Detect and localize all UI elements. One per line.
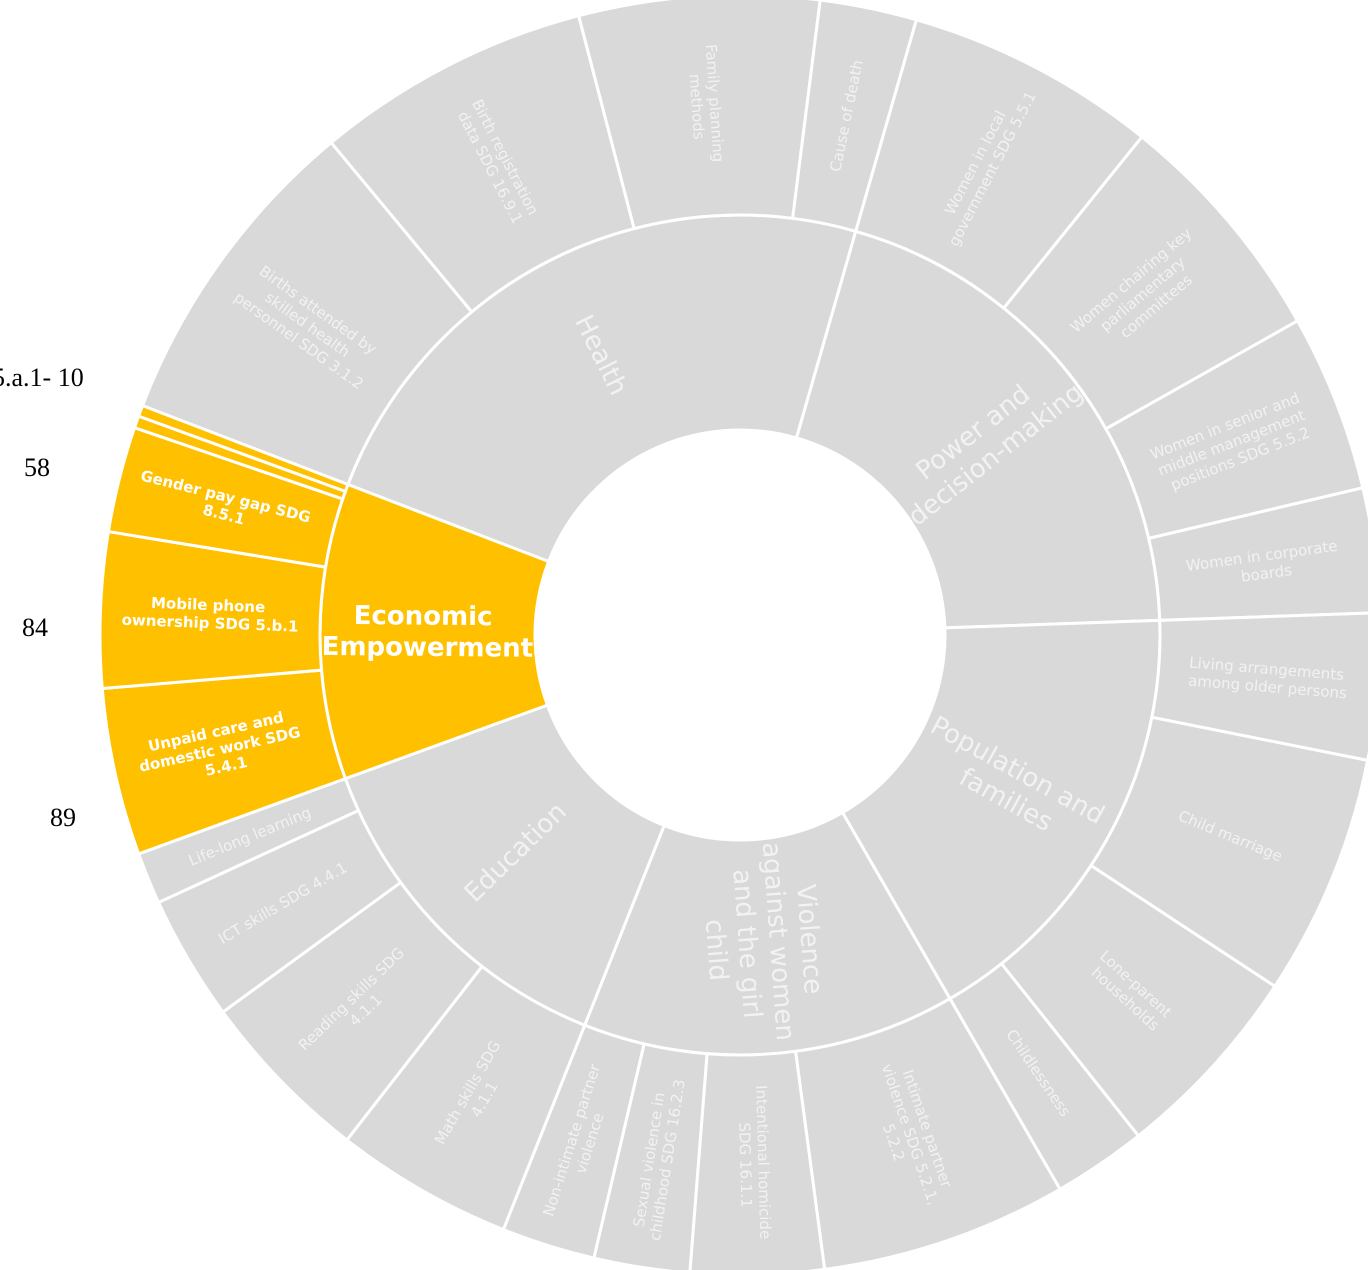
annotation: 58 <box>24 453 50 482</box>
indicator-segment <box>136 403 350 494</box>
annotation: 89 <box>50 803 76 832</box>
segment-label: Economic Empowerment <box>322 600 534 663</box>
annotation: 84 <box>22 613 48 642</box>
annotation: 5.a.1- 10 <box>0 363 84 392</box>
segment-label: Intentional homicide SDG 16.1.1 <box>735 1085 775 1245</box>
